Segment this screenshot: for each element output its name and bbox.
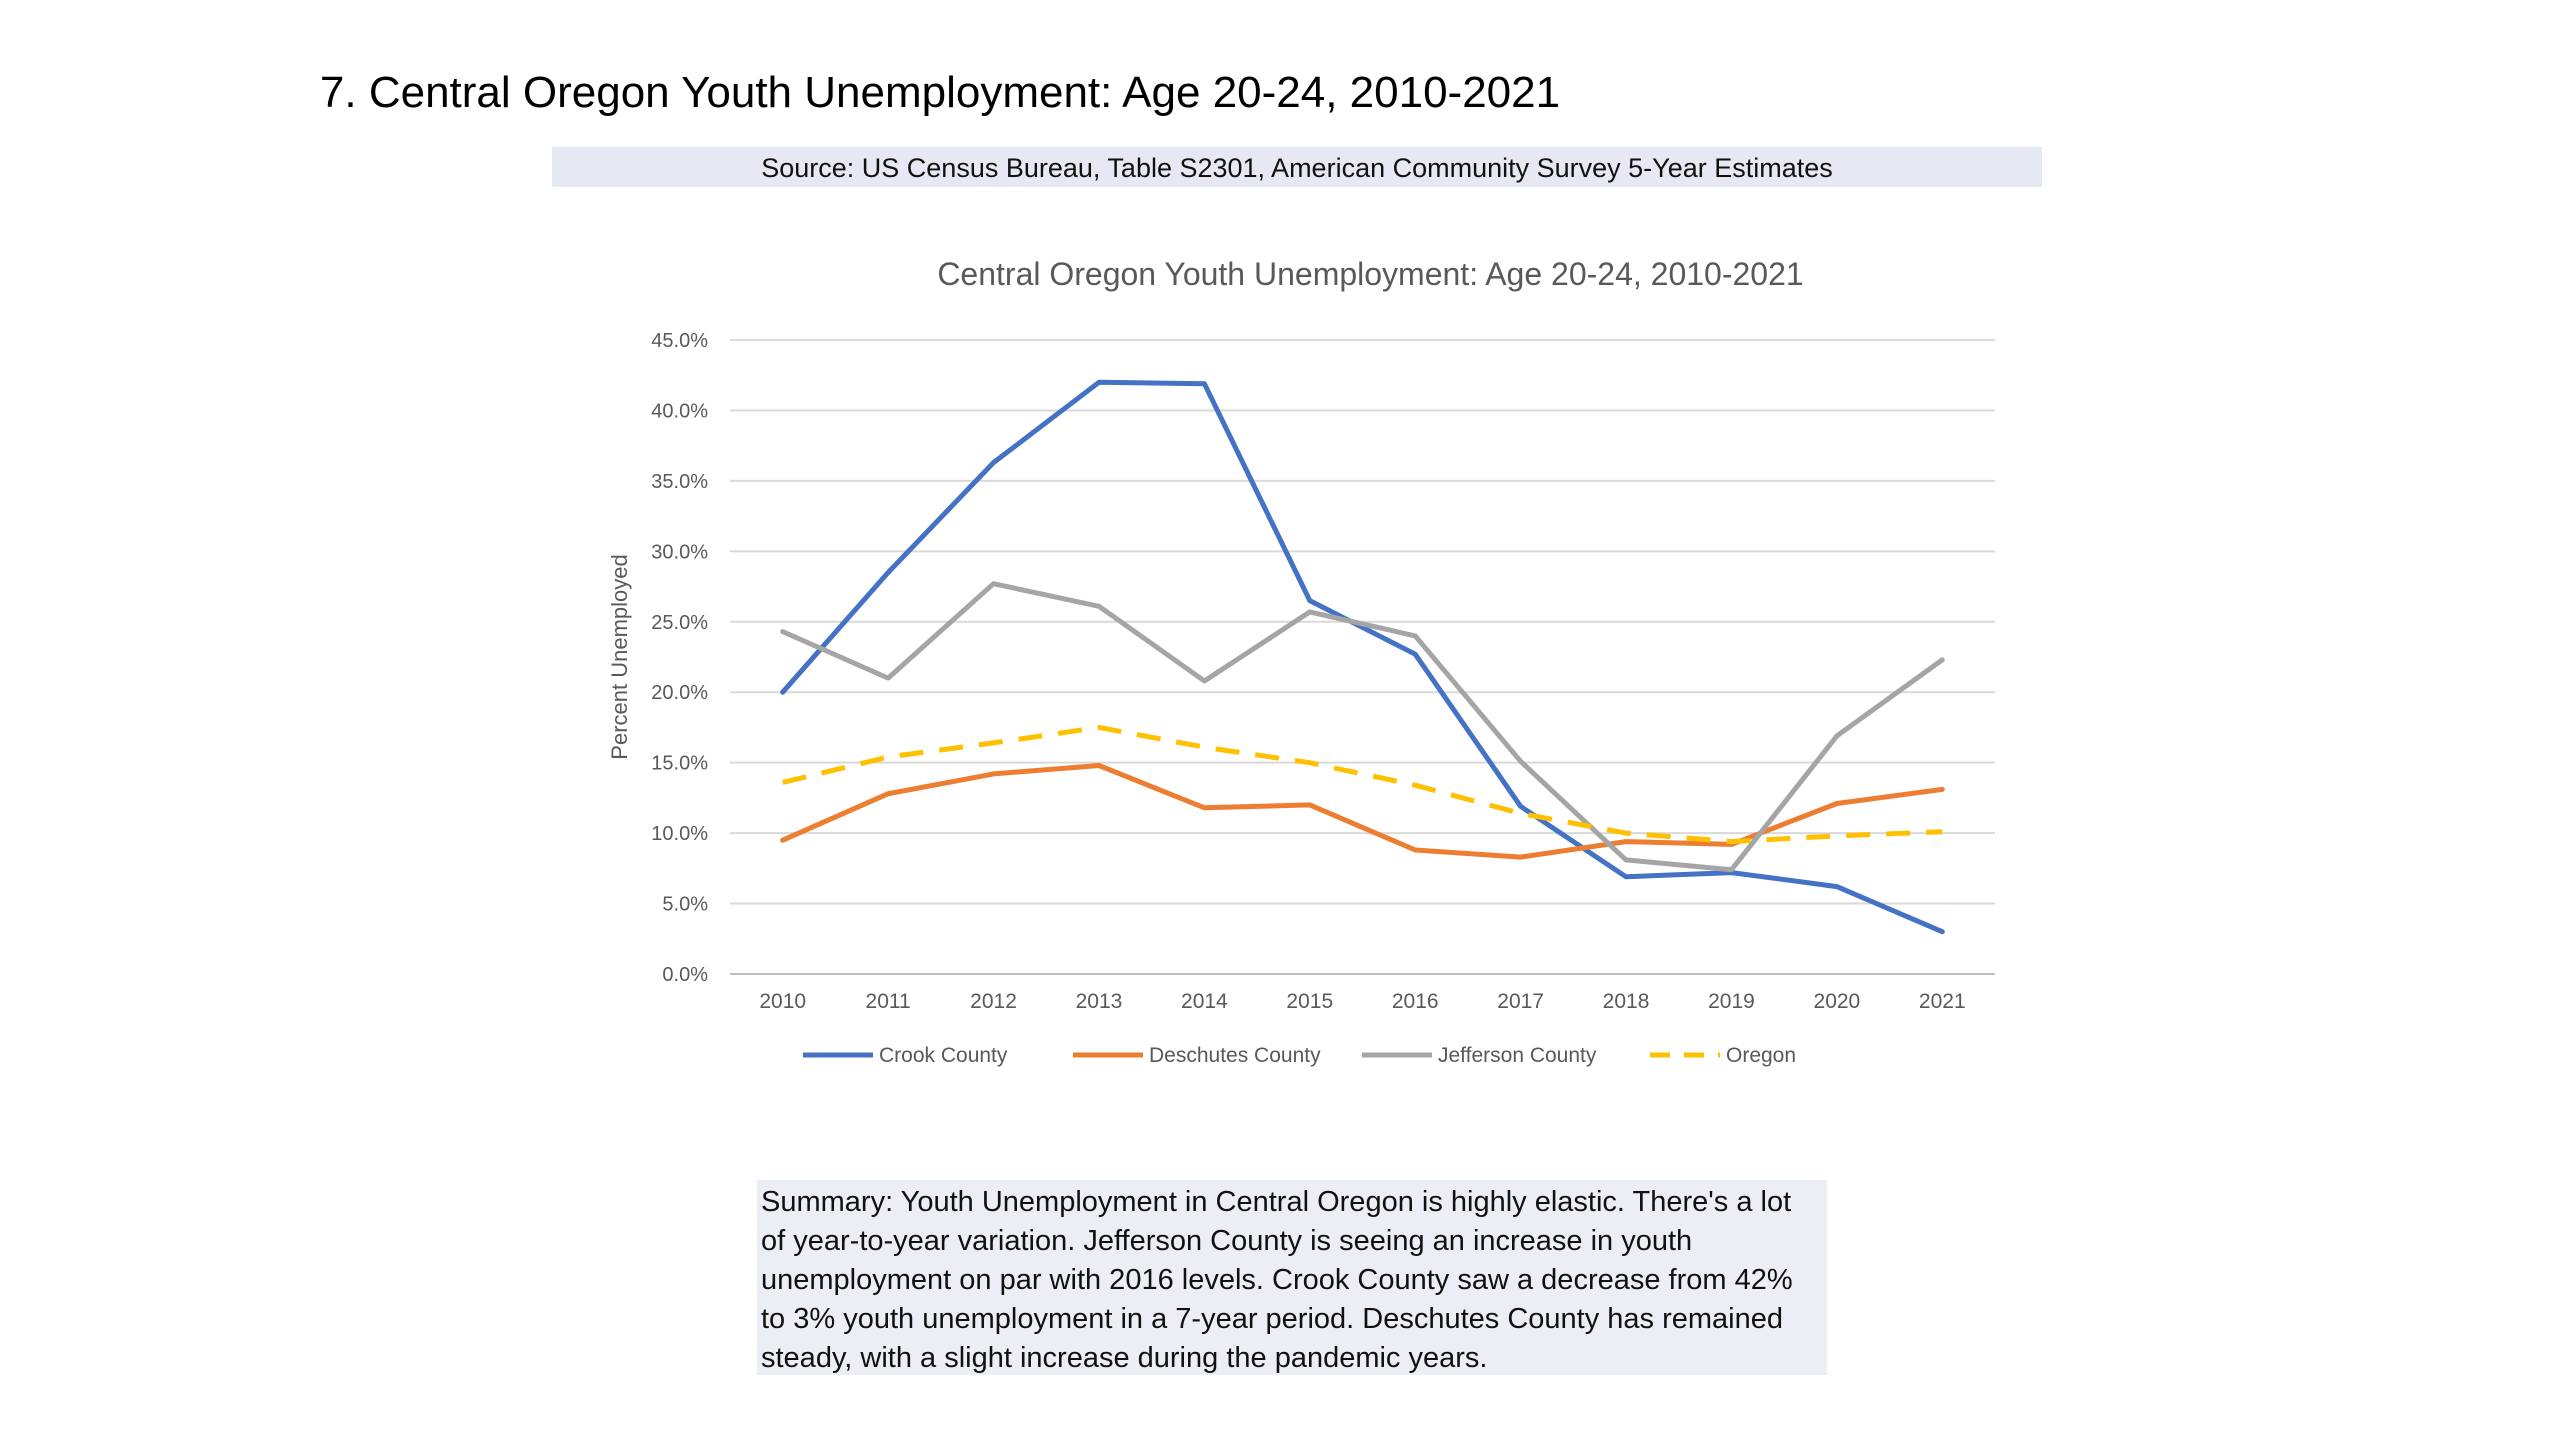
x-tick-label: 2010 xyxy=(759,990,806,1013)
y-tick-label: 45.0% xyxy=(651,330,708,352)
y-tick-label: 10.0% xyxy=(651,823,708,845)
x-tick-label: 2015 xyxy=(1286,990,1333,1013)
series-line-crook-county xyxy=(780,379,1945,935)
x-tick-label: 2013 xyxy=(1076,990,1123,1013)
y-tick-label: 25.0% xyxy=(651,612,708,634)
legend-label: Jefferson County xyxy=(1438,1044,1597,1067)
series-line-oregon xyxy=(782,724,1943,845)
x-tick-label: 2019 xyxy=(1708,990,1755,1013)
y-tick-label: 20.0% xyxy=(651,682,708,704)
legend-label: Crook County xyxy=(879,1044,1008,1067)
line-chart: Central Oregon Youth Unemployment: Age 2… xyxy=(607,256,1995,1067)
source-band xyxy=(552,147,2042,187)
y-tick-label: 30.0% xyxy=(651,541,708,563)
x-tick-label: 2018 xyxy=(1603,990,1650,1013)
y-tick-label: 5.0% xyxy=(662,894,708,916)
chart-title: Central Oregon Youth Unemployment: Age 2… xyxy=(937,256,1803,292)
slide-title: 7. Central Oregon Youth Unemployment: Ag… xyxy=(319,68,1561,117)
y-tick-label: 0.0% xyxy=(662,964,708,986)
y-axis-label: Percent Unemployed xyxy=(607,554,632,759)
series-line-deschutes-county xyxy=(780,763,1945,860)
x-tick-label: 2020 xyxy=(1814,990,1861,1013)
series-line-jefferson-county xyxy=(780,581,1945,873)
legend-label: Deschutes County xyxy=(1149,1044,1321,1067)
legend-label: Oregon xyxy=(1726,1044,1796,1067)
y-tick-label: 15.0% xyxy=(651,753,708,775)
y-tick-label: 40.0% xyxy=(651,400,708,422)
summary-text: Summary: Youth Unemployment in Central O… xyxy=(761,1186,1793,1374)
summary-box xyxy=(757,1180,1827,1375)
x-tick-label: 2017 xyxy=(1497,990,1544,1013)
source-caption: Source: US Census Bureau, Table S2301, A… xyxy=(761,153,1833,183)
x-tick-label: 2016 xyxy=(1392,990,1439,1013)
x-tick-label: 2021 xyxy=(1919,990,1966,1013)
y-tick-label: 35.0% xyxy=(651,471,708,493)
x-tick-label: 2011 xyxy=(866,990,911,1013)
x-tick-label: 2012 xyxy=(970,990,1017,1013)
x-tick-label: 2014 xyxy=(1181,990,1228,1013)
